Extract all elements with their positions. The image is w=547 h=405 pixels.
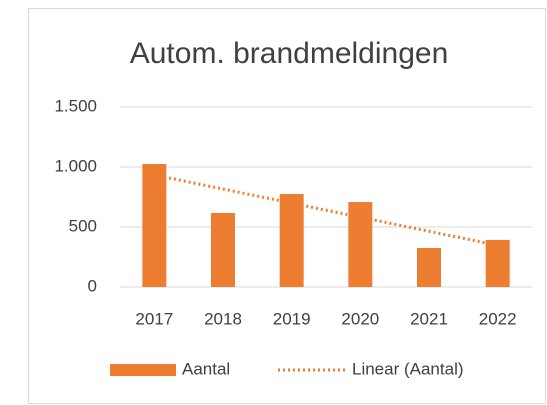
y-tick-label: 0 — [88, 276, 97, 295]
x-tick-label: 2019 — [273, 309, 311, 328]
x-tick-label: 2020 — [341, 309, 379, 328]
bar — [417, 248, 441, 287]
x-tick-label: 2022 — [479, 309, 517, 328]
x-tick-label: 2021 — [410, 309, 448, 328]
x-tick-label: 2017 — [135, 309, 173, 328]
bar — [279, 194, 304, 287]
bar — [485, 239, 510, 287]
chart-title: Autom. brandmeldingen — [130, 37, 449, 70]
legend-label: Linear (Aantal) — [352, 359, 464, 378]
legend-swatch — [110, 364, 176, 376]
x-tick-label: 2018 — [204, 309, 242, 328]
bar — [142, 164, 167, 287]
bar — [211, 212, 235, 287]
y-tick-label: 500 — [69, 216, 97, 235]
y-tick-label: 1.500 — [54, 96, 97, 115]
y-tick-label: 1.000 — [54, 156, 97, 175]
trendline — [154, 173, 498, 247]
legend-label: Aantal — [182, 359, 230, 378]
